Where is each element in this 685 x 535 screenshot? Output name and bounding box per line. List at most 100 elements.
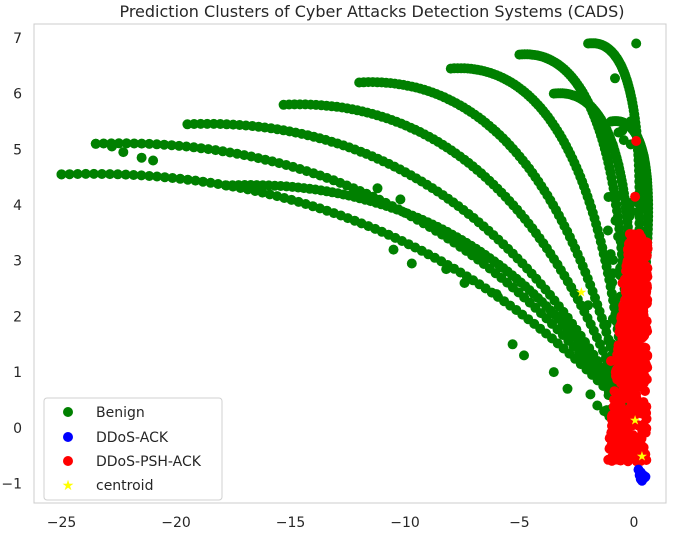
ddos-psh-ack-point <box>609 394 620 405</box>
ddos-psh-ack-point <box>626 244 637 255</box>
benign-point <box>610 304 621 315</box>
benign-point <box>98 138 109 149</box>
benign-point <box>167 173 178 183</box>
benign-point <box>118 147 129 158</box>
benign-point <box>72 169 83 179</box>
benign-point <box>603 192 614 202</box>
ddos-psh-ack-point <box>627 420 638 431</box>
benign-point <box>64 169 75 180</box>
benign-point <box>144 138 155 149</box>
benign-point <box>144 171 155 181</box>
benign-point <box>203 144 214 155</box>
benign-point <box>174 140 185 151</box>
ddos-psh-ack-point <box>607 453 618 464</box>
benign-point <box>120 169 131 180</box>
ddos-psh-ack-point <box>621 329 632 339</box>
benign-point <box>626 206 637 217</box>
benign-point <box>152 171 162 182</box>
ddos-psh-ack-point <box>640 298 651 309</box>
ddos-psh-ack-point <box>608 401 619 412</box>
benign-point <box>112 169 123 180</box>
ddos-psh-ack-point <box>635 439 646 450</box>
y-tick-label: −1 <box>1 477 22 493</box>
ddos-psh-ack-point <box>640 386 650 396</box>
ddos-psh-ack-point <box>638 255 649 266</box>
benign-point <box>213 179 224 189</box>
ddos-psh-ack-point <box>624 270 635 281</box>
ddos-psh-ack-point <box>614 343 625 354</box>
benign-point <box>372 183 383 194</box>
legend-marker-benign <box>63 407 73 417</box>
benign-point <box>136 170 147 181</box>
points-layer <box>56 38 654 486</box>
benign-point <box>159 172 170 183</box>
benign-point <box>406 258 417 269</box>
ddos-psh-ack-point <box>636 274 646 285</box>
benign-point <box>548 367 559 378</box>
ddos-psh-ack-point <box>632 308 643 318</box>
ddos-psh-ack-point <box>636 375 647 386</box>
benign-point <box>106 141 117 152</box>
y-tick-label: 6 <box>13 87 22 103</box>
y-tick-label: 7 <box>13 31 22 47</box>
benign-point <box>637 200 647 210</box>
benign-point <box>148 155 159 166</box>
benign-point <box>507 339 518 350</box>
y-tick-label: 5 <box>13 142 22 158</box>
benign-point <box>607 313 618 324</box>
benign-point <box>90 138 101 149</box>
y-tick-label: 1 <box>13 365 22 381</box>
centroid-marker: ★ <box>575 285 587 300</box>
benign-point <box>136 152 147 163</box>
benign-point <box>601 319 612 330</box>
benign-point <box>441 264 452 275</box>
ddos-psh-ack-point <box>615 321 625 332</box>
benign-point <box>592 400 603 411</box>
ddos-psh-ack-point <box>616 311 627 322</box>
centroid-marker: ★ <box>636 450 648 465</box>
benign-point <box>128 170 139 180</box>
benign-point <box>190 175 201 186</box>
y-tick-label: 3 <box>13 254 22 270</box>
y-tick-label: 4 <box>13 198 22 214</box>
benign-point <box>395 194 406 205</box>
x-tick-label: 0 <box>629 515 638 531</box>
ddos-psh-ack-point <box>633 233 644 244</box>
benign-point <box>585 389 596 400</box>
benign-point <box>519 350 529 361</box>
ddos-psh-ack-point <box>624 403 635 414</box>
benign-point <box>188 142 199 153</box>
ddos-psh-ack-point <box>617 278 628 288</box>
ddos-psh-ack-point <box>623 320 634 331</box>
legend: Benign DDoS-ACK DDoS-PSH-ACK ★ centroid <box>43 397 223 501</box>
benign-point <box>159 139 170 150</box>
benign-point <box>136 138 147 149</box>
legend-marker-ddos-ack <box>63 432 73 442</box>
benign-point <box>631 38 642 49</box>
ddos-psh-ack-point <box>624 255 635 266</box>
benign-point <box>80 168 91 179</box>
centroid-layer: ★ ★ ★ <box>575 285 647 464</box>
benign-point <box>56 169 67 180</box>
benign-point <box>607 277 618 288</box>
benign-point <box>562 383 573 394</box>
legend-marker-centroid: ★ <box>62 478 75 494</box>
ddos-psh-ack-point <box>636 408 647 419</box>
benign-point <box>388 244 399 255</box>
legend-box <box>43 397 223 501</box>
ddos-psh-ack-point <box>638 343 649 354</box>
benign-point <box>96 169 107 179</box>
ddos-psh-ack-point <box>623 294 634 305</box>
chart-title: Prediction Clusters of Cyber Attacks Det… <box>119 2 624 21</box>
benign-point <box>166 140 177 151</box>
x-tick-label: −20 <box>161 515 191 531</box>
x-tick-label: −5 <box>509 515 530 531</box>
benign-point <box>610 73 620 84</box>
ddos-psh-ack-point <box>638 283 649 294</box>
benign-point <box>175 173 186 184</box>
benign-point <box>610 199 621 210</box>
y-tick-label: 2 <box>13 309 22 325</box>
ddos-psh-ack-point <box>619 447 630 458</box>
benign-point <box>635 183 646 194</box>
ddos-psh-ack-point <box>641 423 652 434</box>
